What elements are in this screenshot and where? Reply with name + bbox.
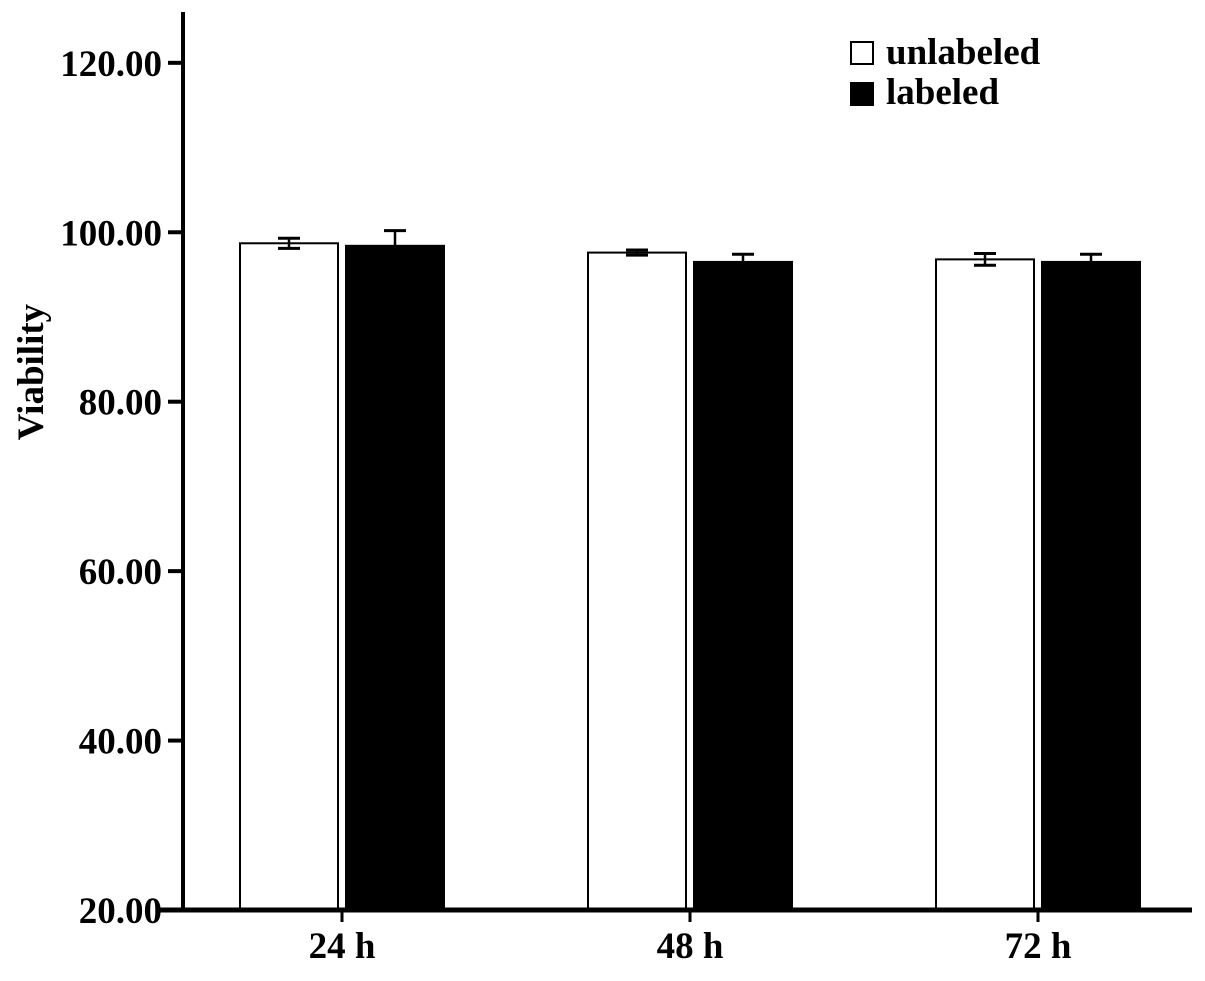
y-tick-label: 80.00 — [79, 383, 162, 424]
y-tick-label: 40.00 — [79, 722, 162, 763]
y-tick-label: 60.00 — [79, 552, 162, 593]
bar-labeled — [693, 260, 793, 911]
bar-labeled — [345, 244, 445, 912]
x-category-label: 72 h — [1005, 926, 1072, 967]
y-axis-label: Viability — [11, 303, 52, 440]
x-category-label: 24 h — [309, 926, 376, 967]
bar-unlabeled — [239, 242, 339, 912]
legend-label-labeled: labeled — [886, 72, 999, 113]
bar-unlabeled — [935, 258, 1035, 911]
x-category-labels: 24 h 48 h 72 h — [309, 910, 1072, 967]
legend-swatch-labeled — [850, 82, 874, 106]
y-tick-label: 20.00 — [79, 891, 162, 932]
x-category-label: 48 h — [657, 926, 724, 967]
bar-unlabeled — [587, 251, 687, 911]
legend: unlabeled labeled — [850, 32, 1041, 113]
legend-swatch-unlabeled — [850, 41, 874, 65]
y-ticks: 20.00 40.00 60.00 80.00 100.00 120.00 — [60, 44, 183, 932]
y-tick-label: 120.00 — [60, 44, 162, 85]
y-tick-label: 100.00 — [60, 213, 162, 254]
legend-label-unlabeled: unlabeled — [886, 32, 1041, 73]
bars-layer — [239, 229, 1141, 912]
axes-layer — [160, 12, 1192, 913]
bar-labeled — [1041, 260, 1141, 911]
